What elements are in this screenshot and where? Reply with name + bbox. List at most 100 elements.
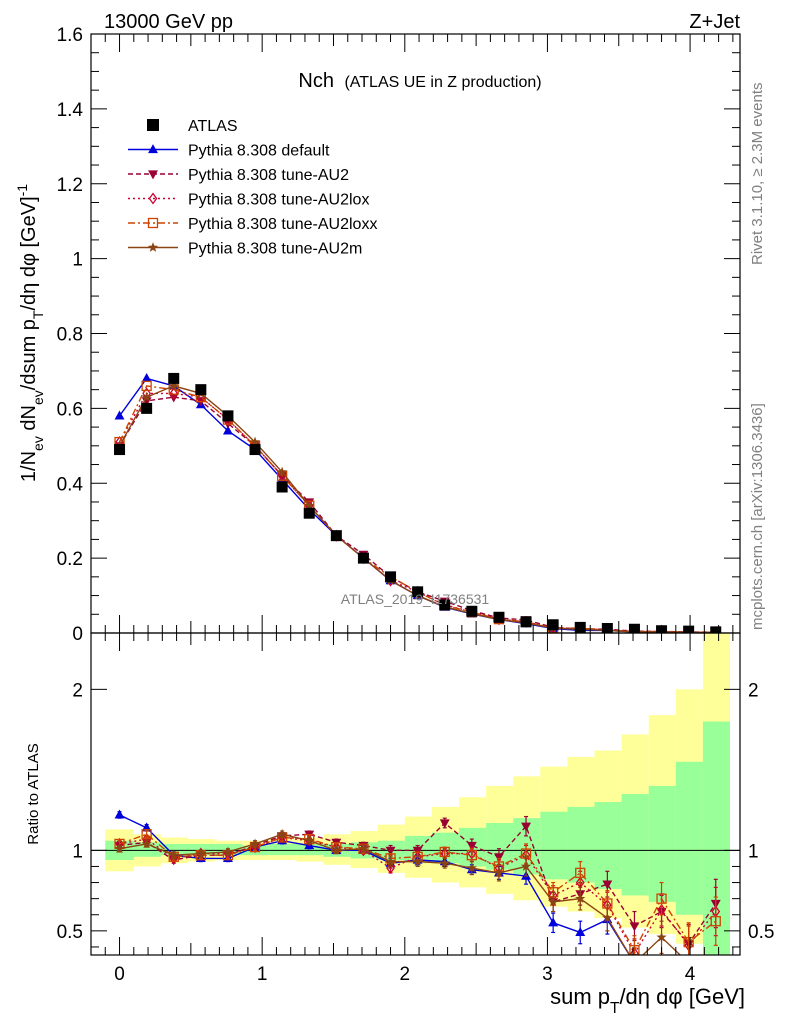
x-tick-label: 0 [114,964,125,985]
band-green-bin [160,843,188,856]
data-point [147,119,159,131]
data-point [304,835,315,846]
header-left: 13000 GeV pp [104,11,233,33]
ratio-y-tick-label: 2 [72,680,83,701]
ratio-y-tick-label-right: 0.5 [748,922,774,943]
data-point [711,958,721,967]
data-point [575,893,586,904]
band-green-bin [269,843,297,856]
x-tick-label: 2 [400,964,411,985]
y-tick-label: 1 [72,250,83,271]
data-point [114,809,125,819]
data-point [656,893,667,904]
data-point [439,819,450,829]
x-tick-label: 1 [257,964,268,985]
data-point [683,625,695,633]
data-point [141,380,152,392]
ratio-series-layer [114,809,721,967]
data-point [147,217,159,229]
band-green-bin [133,842,161,857]
band-green-bin [675,761,703,915]
data-point [114,843,125,854]
data-point [114,444,126,456]
band-green-bin [540,811,568,880]
data-point [147,242,159,252]
data-point [141,373,152,383]
y-tick-label: 1.4 [57,100,84,121]
data-point [114,410,125,420]
data-point [141,391,152,402]
band-green-bin [296,843,324,856]
legend-label: Pythia 8.308 tune-AU2loxx [188,216,377,233]
data-point [439,599,451,611]
series-atlas [114,372,722,633]
data-point [493,611,505,623]
data-point [466,862,477,873]
data-point [412,586,424,598]
data-point [148,144,158,154]
plot-title-main: Nch [298,70,334,92]
data-point [222,846,234,857]
y-tick-label: 0.6 [57,399,83,420]
legend-entry: Pythia 8.308 default [128,143,330,160]
data-point [710,916,721,927]
data-point [710,626,722,633]
data-point [358,843,369,854]
data-point [493,853,504,863]
data-point [148,170,158,180]
legend-entry: Pythia 8.308 tune-AU2 [128,167,349,184]
data-point [412,856,423,866]
x-tick-label: 3 [542,964,553,985]
data-point [276,828,288,839]
data-point [466,841,477,851]
data-point [520,616,532,628]
data-point [629,922,640,932]
data-point [601,623,613,633]
mcplots-label: mcplots.cern.ch [arXiv:1306.3436] [749,403,766,630]
data-point [521,822,531,832]
data-point [195,848,206,858]
data-point [357,552,369,564]
ratio-series-pythia-8-308-tune-au2m [114,828,682,955]
main-series-layer [114,372,722,633]
legend-label: ATLAS [188,118,238,135]
data-point [168,849,179,860]
ratio-y-tick-label: 1 [72,841,83,862]
ratio-line [119,833,717,952]
data-point [466,850,477,861]
data-point [548,917,559,927]
data-point [385,571,397,583]
y-tick-label: 0.8 [57,325,83,346]
data-point [249,444,261,456]
legend: ATLAS Pythia 8.308 default Pythia 8.308 tu… [128,118,377,258]
data-point [303,507,315,519]
y-tick-label: 1.2 [57,175,83,196]
band-green-bin [594,802,622,889]
data-point [249,436,261,447]
data-point [439,857,450,868]
band-green-bin [567,806,595,883]
data-point [148,192,158,205]
header-right: Z+Jet [689,11,740,33]
data-point [493,867,505,878]
data-point [168,380,179,391]
data-point [276,481,288,493]
ratio-y-tick-label-right: 1 [748,841,759,862]
legend-label: Pythia 8.308 tune-AU2m [188,241,362,258]
data-point [628,623,640,633]
axis-ticks [91,33,740,955]
band-green-bin [621,794,649,896]
data-point [575,867,586,879]
data-point [574,621,586,633]
tick-labels: 0 0.2 0.4 0.6 0.8 1 1.2 1.4 1.6 0.5 0.5 1 1 2 2 0 1 2 3 4 [57,25,775,985]
ratio-frame [90,632,741,956]
data-point [575,927,586,937]
data-point [520,861,532,871]
legend-entry: ATLAS [147,118,238,135]
band-green-bin [702,721,731,955]
plot-title: Nch (ATLAS UE in Z production) [298,70,541,92]
data-point [222,410,234,422]
legend-label: Pythia 8.308 tune-AU2 [188,167,349,184]
ratio-y-axis-label: Ratio to ATLAS [25,743,42,844]
